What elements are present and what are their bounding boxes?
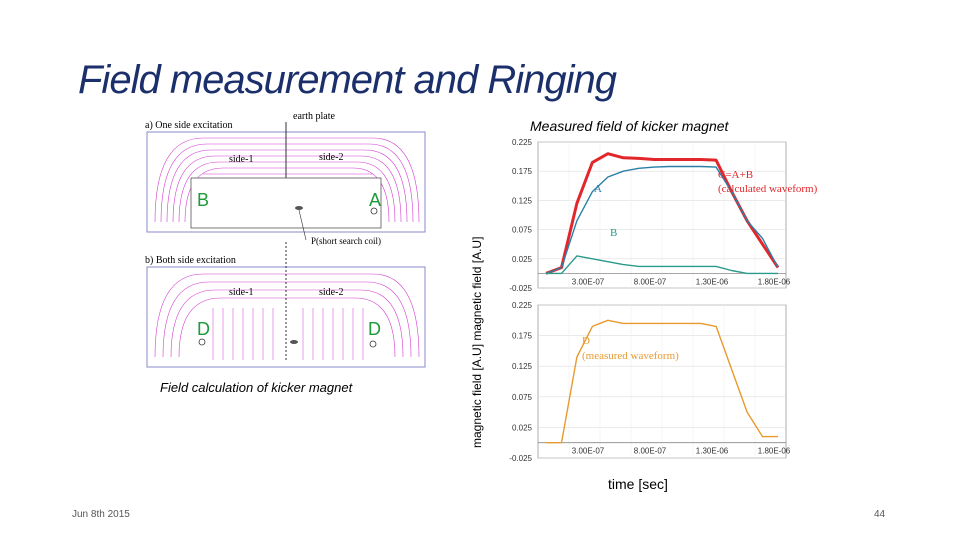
y-tick-label: 0.025 — [512, 423, 533, 432]
measured-waveform-plots: 0.225 0.175 0.125 0.075 0.025 -0.025 3.00E-07 8… — [509, 138, 818, 463]
field-calculation-figure: a) One side excitation earth plate side-… — [145, 112, 426, 368]
y-tick-label: -0.025 — [509, 284, 532, 293]
side1-label: side-1 — [229, 154, 253, 165]
slide-title: Field measurement and Ringing — [78, 58, 617, 102]
y-tick-label: -0.025 — [509, 454, 532, 463]
x-axis-label: time [sec] — [608, 476, 668, 492]
x-tick-label: 3.00E-07 — [572, 277, 605, 286]
series-line-b — [546, 255, 778, 275]
point-d2-label: D — [368, 319, 381, 339]
both-side-label: b) Both side excitation — [145, 255, 236, 266]
side1b-label: side-1 — [229, 287, 253, 298]
series-line-a — [545, 165, 779, 275]
x-tick-label: 1.30E-06 — [696, 447, 729, 456]
field-calc-caption: Field calculation of kicker magnet — [160, 380, 353, 395]
side2b-label: side-2 — [319, 287, 343, 298]
annotation: (measured waveform) — [582, 350, 679, 362]
side2-label: side-2 — [319, 152, 343, 163]
y-axis-label: magnetic field [A.U] magnetic field [A.U… — [470, 236, 484, 448]
x-tick-label: 8.00E-07 — [634, 277, 667, 286]
y-tick-label: 0.225 — [512, 138, 533, 147]
point-d1-label: D — [197, 319, 210, 339]
bottom-field-lines — [154, 273, 420, 358]
point-b-label: B — [197, 190, 209, 210]
page-number: 44 — [874, 509, 886, 520]
annotation: A — [594, 183, 602, 195]
annotation: C=A+B — [718, 169, 753, 181]
top-field-lines — [154, 137, 420, 223]
annotation: (calculated waveform) — [718, 183, 818, 195]
x-tick-label: 1.80E-06 — [758, 277, 791, 286]
x-tick-label: 1.30E-06 — [696, 277, 729, 286]
series-line-d — [546, 319, 778, 444]
x-tick-label: 8.00E-07 — [634, 447, 667, 456]
y-tick-label: 0.175 — [512, 332, 533, 341]
y-tick-label: 0.125 — [512, 362, 533, 371]
y-tick-label: 0.175 — [512, 167, 533, 176]
bottom-vertical-lines — [212, 308, 364, 360]
y-tick-label: 0.025 — [512, 255, 533, 264]
y-tick-label: 0.225 — [512, 301, 533, 310]
annotation: B — [610, 227, 617, 239]
search-coil-label: P(short search coil) — [311, 236, 381, 246]
y-tick-label: 0.075 — [512, 226, 533, 235]
x-tick-label: 1.80E-06 — [758, 447, 791, 456]
footer-date: Jun 8th 2015 — [72, 509, 130, 520]
annotation: D — [582, 335, 590, 347]
one-side-label: a) One side excitation — [145, 120, 232, 131]
y-tick-label: 0.075 — [512, 393, 533, 402]
measured-chart-title: Measured field of kicker magnet — [530, 118, 729, 134]
earth-plate-label: earth plate — [293, 112, 335, 122]
x-tick-label: 3.00E-07 — [572, 447, 605, 456]
point-a-label: A — [369, 190, 381, 210]
y-tick-label: 0.125 — [512, 196, 533, 205]
